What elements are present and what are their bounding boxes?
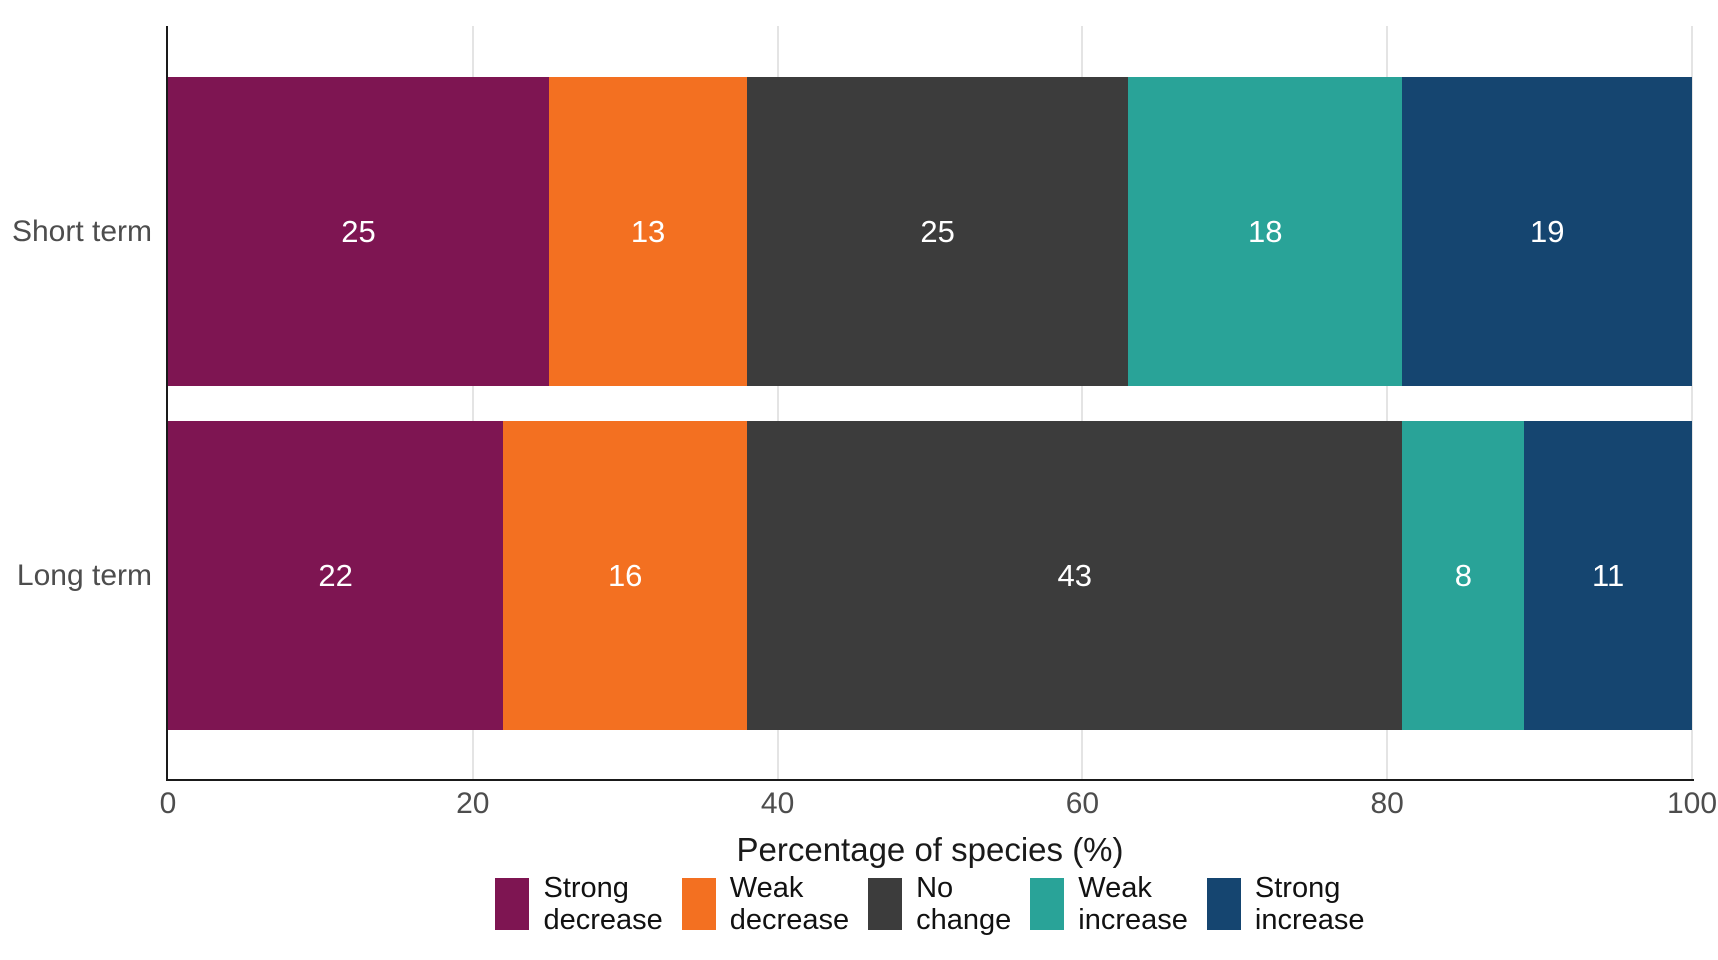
legend-swatch xyxy=(495,878,530,931)
x-tick-label: 20 xyxy=(456,787,490,820)
legend-label: Strong decrease xyxy=(543,872,663,937)
legend-swatch xyxy=(868,878,903,931)
bar-value-label: 8 xyxy=(1454,557,1472,593)
gridline xyxy=(471,26,474,779)
bar-value-label: 25 xyxy=(920,213,955,249)
legend-item: Strong increase xyxy=(1206,872,1365,937)
gridline xyxy=(1386,26,1389,779)
x-axis-line xyxy=(166,779,1694,781)
legend-label: Weak increase xyxy=(1078,872,1188,937)
bar-value-label: 11 xyxy=(1592,557,1625,593)
bar-short-term: 25 13 25 18 19 xyxy=(168,77,1692,386)
legend-item: Weak decrease xyxy=(681,872,850,937)
x-tick-label: 80 xyxy=(1370,787,1404,820)
gridline xyxy=(776,26,779,779)
x-tick-label: 40 xyxy=(760,787,795,820)
bar-value-label: 19 xyxy=(1529,213,1565,249)
bar-segment: 19 xyxy=(1402,77,1692,386)
y-axis-line xyxy=(166,26,168,781)
legend-swatch xyxy=(1030,878,1065,931)
bar-value-label: 25 xyxy=(341,213,376,249)
bar-segment: 16 xyxy=(503,421,748,730)
legend-label: Weak decrease xyxy=(729,872,850,937)
legend-label: Strong increase xyxy=(1254,872,1365,937)
x-tick-label: 100 xyxy=(1666,787,1718,820)
bar-segment: 22 xyxy=(168,421,504,730)
category-label: Long term xyxy=(16,558,152,592)
bar-value-label: 13 xyxy=(630,213,666,249)
plot-panel: 25 13 25 18 19 22 16 43 8 11 xyxy=(168,26,1693,779)
category-label: Short term xyxy=(11,214,152,248)
x-tick-label: 60 xyxy=(1065,787,1100,820)
legend-item: Strong decrease xyxy=(495,872,663,937)
bar-value-label: 43 xyxy=(1057,557,1092,593)
bar-segment: 8 xyxy=(1402,421,1525,730)
legend-item: No change xyxy=(868,872,1011,937)
x-tick-label: 0 xyxy=(159,787,177,820)
bar-segment: 13 xyxy=(549,77,748,386)
bar-segment: 25 xyxy=(747,77,1129,386)
bar-segment: 18 xyxy=(1128,77,1403,386)
legend-item: Weak increase xyxy=(1030,872,1188,937)
bar-value-label: 16 xyxy=(607,557,643,593)
legend-label: No change xyxy=(916,872,1012,937)
bar-long-term: 22 16 43 8 11 xyxy=(168,421,1692,730)
legend: Strong decrease Weak decrease No change Weak in… xyxy=(168,872,1692,937)
x-axis-title: Percentage of species (%) xyxy=(736,831,1124,868)
legend-swatch xyxy=(681,878,716,931)
bar-segment: 11 xyxy=(1524,421,1692,730)
gridline xyxy=(1691,26,1693,779)
gridline xyxy=(1081,26,1084,779)
bar-segment: 43 xyxy=(747,421,1403,730)
bar-value-label: 18 xyxy=(1248,213,1283,249)
bar-segment: 25 xyxy=(168,77,549,386)
legend-swatch xyxy=(1206,878,1241,931)
bar-value-label: 22 xyxy=(318,557,353,593)
